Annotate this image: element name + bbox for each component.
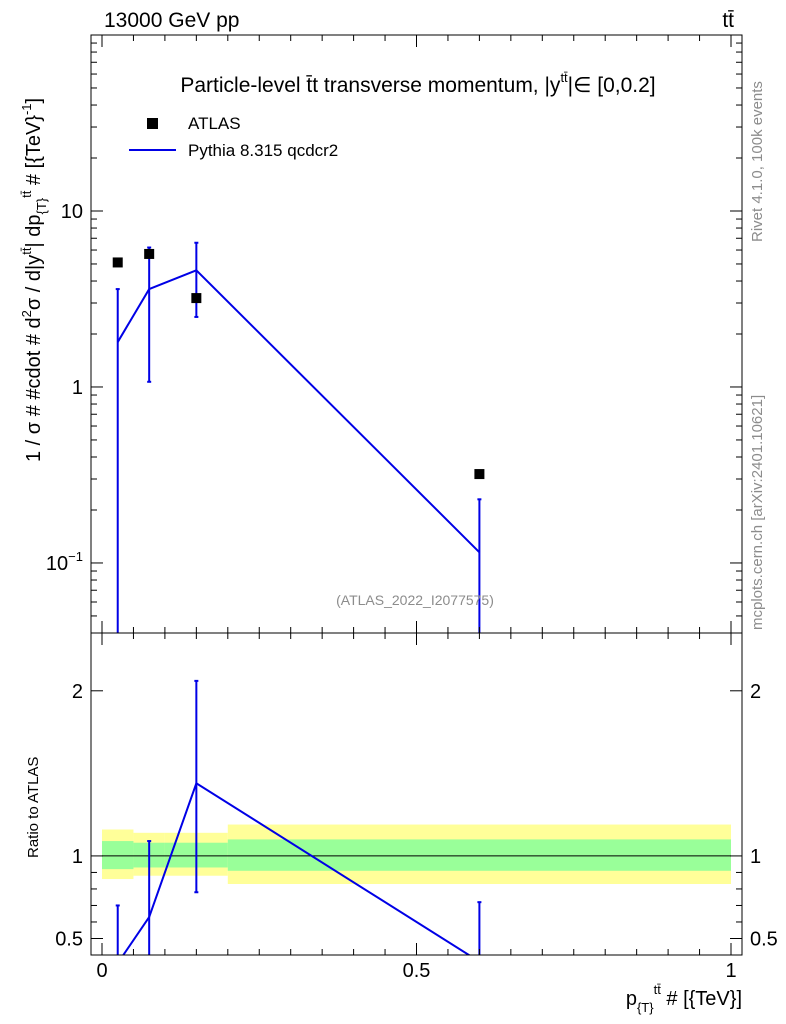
legend: ATLAS Pythia 8.315 qcdcr2 xyxy=(129,114,338,160)
data-point xyxy=(144,248,155,259)
x-axis-label: p{T}tt̄ # [{TeV}] xyxy=(626,982,742,1015)
uncertainty-band-bin xyxy=(227,839,732,871)
mc-series-line xyxy=(116,269,481,553)
y-tick-label: 10−1 xyxy=(46,549,83,575)
ratio-y-tick-label-right: 1 xyxy=(750,846,761,868)
main-y-axis-label: 1 / σ # #cdot # d2σ / d|ytt̄| dp{T}tt̄ #… xyxy=(19,98,49,462)
legend-atlas-label: ATLAS xyxy=(188,114,241,133)
ratio-panel: 2 2 1 1 0.5 0.5 0 0.5 1 Ratio to ATLAS p{T}tt̄ #… xyxy=(25,632,778,1015)
ratio-y-tick-label-left: 2 xyxy=(72,681,83,703)
x-tick-label: 1 xyxy=(725,960,736,982)
uncertainty-band-bin xyxy=(102,841,134,870)
mcplots-source-label: mcplots.cern.ch [arXiv:2401.10621] xyxy=(749,395,766,630)
data-point xyxy=(474,469,485,480)
main-title: Particle-level t̄t transverse momentum, … xyxy=(180,70,655,97)
legend-pythia-label: Pythia 8.315 qcdcr2 xyxy=(188,141,338,160)
energy-label: 13000 GeV pp xyxy=(104,9,239,32)
legend-atlas-marker xyxy=(147,118,158,129)
data-point xyxy=(191,293,202,304)
y-tick-label: 10 xyxy=(61,201,83,223)
process-label: tt̄ xyxy=(722,9,734,32)
main-panel: 10 1 10−1 Particle-level t̄t transverse mo… xyxy=(19,34,743,634)
ratio-y-tick-label-left: 0.5 xyxy=(55,928,83,950)
ratio-frame xyxy=(90,632,743,956)
data-point xyxy=(112,257,123,268)
ratio-series-line xyxy=(122,781,471,955)
ratio-y-axis-label: Ratio to ATLAS xyxy=(25,757,42,858)
ratio-y-tick-label-right: 2 xyxy=(750,681,761,703)
x-tick-label: 0.5 xyxy=(403,960,431,982)
ratio-axis-ticks: 2 2 1 1 0.5 0.5 0 0.5 1 xyxy=(55,633,778,982)
main-data xyxy=(112,241,485,633)
rivet-version-label: Rivet 4.1.0, 100k events xyxy=(749,81,766,242)
y-tick-label: 1 xyxy=(72,377,83,399)
analysis-watermark: (ATLAS_2022_I2077575) xyxy=(336,592,494,608)
ratio-y-tick-label-right: 0.5 xyxy=(750,928,778,950)
x-tick-label: 0 xyxy=(96,960,107,982)
ratio-y-tick-label-left: 1 xyxy=(72,846,83,868)
ratio-data xyxy=(102,679,732,955)
